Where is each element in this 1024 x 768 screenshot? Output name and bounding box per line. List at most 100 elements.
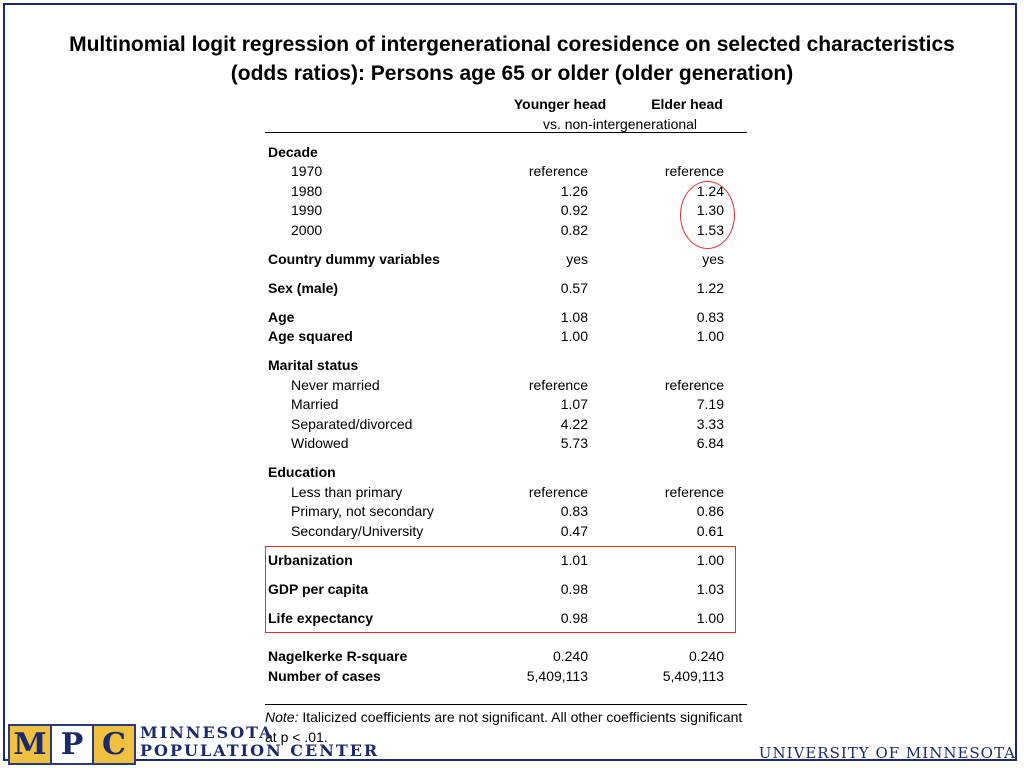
table-row: 2000 0.82 1.53 [265, 221, 747, 241]
younger-head-value: 0.83 [560, 503, 588, 519]
table-row: 1980 1.26 1.24 [265, 182, 747, 202]
elder-head-value: reference [664, 163, 724, 179]
elder-head-value: 3.33 [696, 415, 724, 432]
table-row: Life expectancy 0.98 1.00 [265, 609, 747, 629]
elder-head-value: 1.03 [696, 580, 724, 597]
table-row: Widowed 5.73 6.84 [265, 434, 747, 454]
younger-head-value: 1.26 [560, 182, 588, 199]
row-label: GDP per capita [268, 580, 369, 597]
younger-head-value: reference [528, 483, 588, 500]
table-row: Education [265, 463, 747, 483]
note-text: Italicized coefficients are not signific… [265, 709, 743, 745]
elder-head-value: 1.00 [696, 551, 724, 568]
table-row: Marital status [265, 356, 747, 376]
row-label: Sex (male) [268, 279, 339, 296]
column-subheader: vs. non-intergenerational [542, 116, 698, 132]
highlight-box [265, 546, 736, 633]
younger-head-value: yes [566, 250, 588, 267]
row-label: Never married [291, 376, 380, 393]
table-row: Decade [265, 143, 747, 163]
row-label: Widowed [291, 435, 349, 451]
table-row: Urbanization 1.01 1.00 [265, 551, 747, 571]
org-name-line-1: MINNESOTA [140, 723, 274, 742]
elder-head-value: 1.00 [696, 328, 724, 344]
title-line-2: (odds ratios): Persons age 65 or older (… [230, 62, 794, 85]
slide-frame [3, 3, 1017, 761]
logo-letter-c: C [102, 727, 126, 762]
elder-head-value: 0.86 [696, 503, 724, 519]
elder-head-value: 1.00 [696, 609, 724, 626]
elder-head-value: 0.240 [688, 648, 724, 664]
mpc-logo: M P C [8, 724, 136, 765]
table-row: Primary, not secondary 0.83 0.86 [265, 502, 747, 522]
row-label: Married [291, 396, 339, 412]
younger-head-value: 1.08 [560, 308, 588, 325]
logo-letter-p: P [50, 726, 94, 763]
younger-head-value: 5.73 [560, 435, 588, 451]
row-label: Separated/divorced [291, 415, 413, 432]
elder-head-value: 5,409,113 [662, 667, 724, 684]
row-label: Decade [268, 143, 318, 160]
column-header-younger-head: Younger head [513, 96, 607, 112]
org-name-line-2: POPULATION CENTER [140, 741, 380, 760]
row-label: Life expectancy [268, 609, 374, 626]
younger-head-value: 1.07 [560, 396, 588, 412]
header-rule [265, 132, 747, 133]
university-name: UNIVERSITY OF MINNESOTA [758, 744, 1016, 762]
row-label: Age squared [268, 328, 353, 344]
table-row: GDP per capita 0.98 1.03 [265, 580, 747, 600]
elder-head-value: 1.22 [696, 279, 724, 296]
row-label: Urbanization [268, 551, 353, 568]
younger-head-value: 0.57 [560, 279, 588, 296]
table-row: Age squared 1.00 1.00 [265, 327, 747, 347]
org-name: MINNESOTA POPULATION CENTER [140, 724, 379, 760]
younger-head-value: 1.01 [560, 551, 588, 568]
row-label: 1970 [291, 163, 323, 179]
title-line-1: Multinomial logit regression of intergen… [69, 33, 955, 56]
younger-head-value: 0.82 [560, 221, 588, 238]
younger-head-value: 0.92 [560, 202, 588, 218]
table-row: Age 1.08 0.83 [265, 308, 747, 328]
table-row: Married 1.07 7.19 [265, 395, 747, 415]
elder-head-value: reference [664, 483, 724, 500]
row-label: Age [268, 308, 295, 325]
table-row: Never married reference reference [265, 376, 747, 396]
table-note: Note: Italicized coefficients are not si… [265, 704, 747, 747]
table-row: Less than primary reference reference [265, 483, 747, 503]
row-label: Marital status [268, 357, 359, 373]
younger-head-value: 5,409,113 [526, 667, 588, 684]
table-row: Number of cases 5,409,113 5,409,113 [265, 667, 747, 687]
row-label: Less than primary [291, 483, 403, 500]
younger-head-value: 1.00 [560, 328, 588, 344]
row-label: Country dummy variables [268, 250, 440, 267]
row-label: Primary, not secondary [291, 503, 434, 519]
table-row: Separated/divorced 4.22 3.33 [265, 415, 747, 435]
table-header: Younger head Elder head vs. non-intergen… [265, 94, 747, 132]
slide-title: Multinomial logit regression of intergen… [0, 30, 1024, 88]
table-row: 1990 0.92 1.30 [265, 201, 747, 221]
younger-head-value: 4.22 [560, 415, 588, 432]
elder-head-value: reference [664, 376, 724, 393]
row-label: Education [268, 464, 336, 480]
younger-head-value: 0.98 [560, 580, 588, 597]
row-label: Nagelkerke R-square [268, 648, 408, 664]
column-header-elder-head: Elder head [651, 96, 723, 112]
elder-head-value: 0.83 [696, 308, 724, 325]
row-label: Secondary/University [291, 522, 424, 539]
table-row: Sex (male) 0.57 1.22 [265, 279, 747, 299]
highlight-circle [680, 181, 735, 249]
younger-head-value: 0.98 [560, 609, 588, 626]
note-prefix: Note: [265, 709, 299, 725]
table-row: Nagelkerke R-square 0.240 0.240 [265, 647, 747, 667]
row-label: 2000 [291, 221, 323, 238]
row-label: 1980 [291, 182, 323, 199]
elder-head-value: 0.61 [696, 522, 724, 539]
elder-head-value: 7.19 [696, 396, 724, 412]
logo-letter-m: M [13, 727, 47, 762]
elder-head-value: yes [702, 250, 724, 267]
table-row: 1970 reference reference [265, 162, 747, 182]
younger-head-value: reference [528, 163, 588, 179]
table-row: Country dummy variables yes yes [265, 250, 747, 270]
younger-head-value: 0.240 [552, 648, 588, 664]
younger-head-value: 0.47 [560, 522, 588, 539]
